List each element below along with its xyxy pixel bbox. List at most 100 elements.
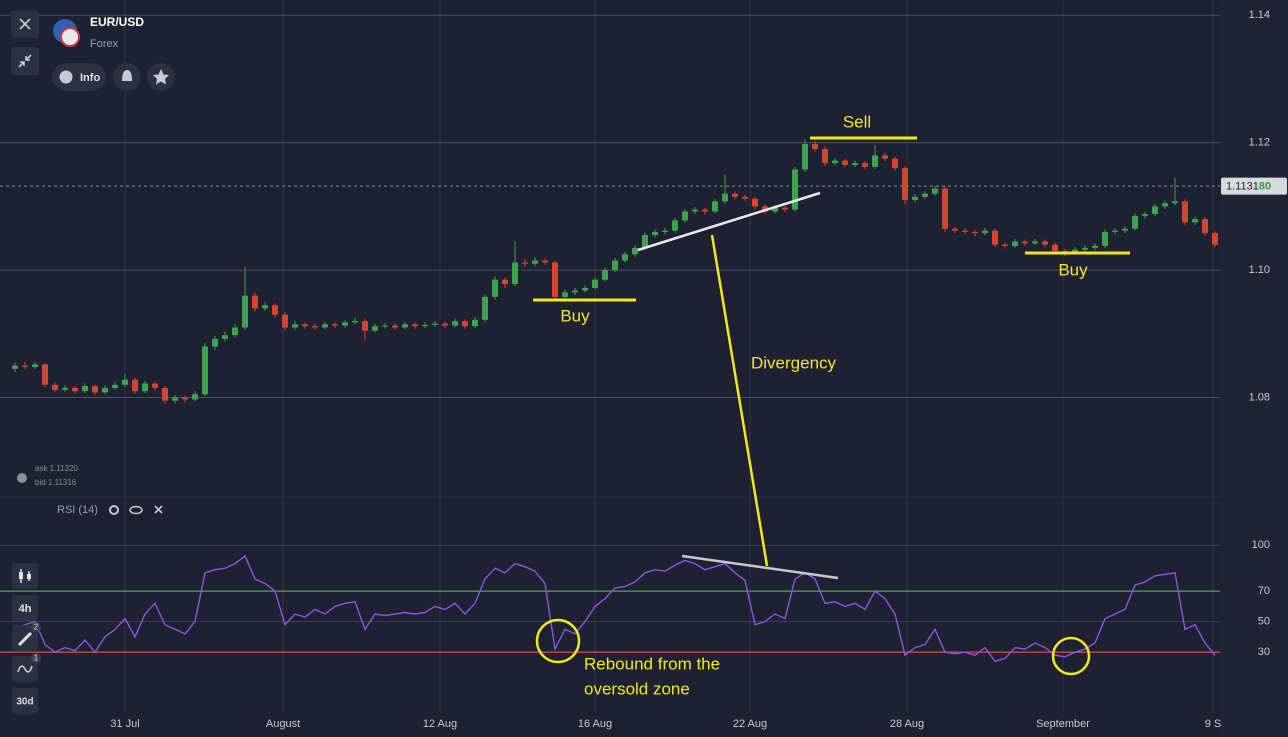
timeframe-button[interactable] xyxy=(12,595,38,621)
info-icon xyxy=(59,70,73,84)
candle-body xyxy=(262,305,268,309)
candle-body xyxy=(1112,230,1118,232)
x-tick-label: 22 Aug xyxy=(733,718,767,730)
candle-body xyxy=(422,324,428,327)
candle-body xyxy=(162,387,168,401)
annotation: Divergency xyxy=(751,353,837,372)
candle-body xyxy=(772,207,778,212)
y-tick-label: 1.10 xyxy=(1249,264,1270,276)
candle-body xyxy=(742,196,748,199)
annotations: Buy Sell Buy Divergency Rebound from the… xyxy=(533,112,1130,698)
candle-body xyxy=(962,230,968,232)
star-icon xyxy=(153,69,169,85)
candle-body xyxy=(22,365,28,367)
candle-body xyxy=(602,270,608,280)
market: Forex xyxy=(90,38,119,50)
candle-body xyxy=(552,262,558,297)
candle-body xyxy=(82,386,88,392)
price-scale xyxy=(1220,0,1288,737)
trend-line xyxy=(681,554,839,580)
candle-body xyxy=(622,254,628,261)
candle-body xyxy=(222,335,228,339)
candle-icon xyxy=(19,572,23,579)
candle-body xyxy=(432,323,438,325)
candle-body xyxy=(672,220,678,231)
indicator-title: RSI (14) xyxy=(57,504,98,516)
flag-us xyxy=(60,27,80,47)
candle-body xyxy=(152,383,158,388)
period-button[interactable] xyxy=(12,688,38,714)
candle-body xyxy=(732,193,738,197)
candle-body xyxy=(1012,241,1018,246)
candle-body xyxy=(922,193,928,197)
candle-body xyxy=(982,230,988,234)
candle-body xyxy=(832,160,838,164)
candle-body xyxy=(872,155,878,167)
candle-body xyxy=(642,235,648,248)
candle-body xyxy=(1192,219,1198,223)
info-label: Info xyxy=(80,72,100,84)
annotation: Buy xyxy=(560,306,590,325)
candle-body xyxy=(532,260,538,264)
x-tick-label: 31 Jul xyxy=(110,718,139,730)
candle-body xyxy=(582,287,588,291)
candle-body xyxy=(812,143,818,150)
candle-body xyxy=(452,321,458,326)
candle-body xyxy=(722,193,728,202)
candle-body xyxy=(62,387,68,390)
x-tick-label: August xyxy=(266,718,300,730)
highlight-circle xyxy=(1051,636,1091,676)
remove-indicator[interactable] xyxy=(154,505,163,514)
candle-body xyxy=(72,387,78,392)
y-tick-label: 50 xyxy=(1258,616,1270,628)
candle-body xyxy=(232,327,238,336)
close-icon xyxy=(19,18,31,30)
help-icon xyxy=(17,473,27,483)
candle-body xyxy=(472,319,478,327)
candle-body xyxy=(682,211,688,221)
candle-body xyxy=(32,364,38,367)
settings-icon[interactable] xyxy=(109,505,119,515)
candle-body xyxy=(792,169,798,210)
candle-body xyxy=(952,228,958,231)
candle-body xyxy=(412,324,418,327)
collapse-icon xyxy=(18,54,32,68)
annotation: Rebound from the xyxy=(584,654,720,673)
candle-body xyxy=(942,188,948,229)
trend-line xyxy=(637,191,821,252)
bid-price: bid 1.11316 xyxy=(35,478,77,487)
symbol: EUR/USD xyxy=(90,15,144,29)
candle-body xyxy=(172,397,178,401)
collapse-button[interactable] xyxy=(11,47,39,75)
x-tick-label: 28 Aug xyxy=(890,718,924,730)
candle-body xyxy=(332,324,338,326)
annotation: Buy xyxy=(1058,260,1088,279)
candle-body xyxy=(212,338,218,347)
candle-body xyxy=(1082,247,1088,250)
candle-body xyxy=(482,296,488,320)
candle-body xyxy=(362,321,368,331)
candle-body xyxy=(1042,241,1048,245)
candle-body xyxy=(1072,249,1078,253)
annotation: oversold zone xyxy=(584,679,690,698)
info-button[interactable] xyxy=(52,63,106,91)
candle-body xyxy=(402,324,408,328)
candle-body xyxy=(272,305,278,315)
x-tick-label: 16 Aug xyxy=(578,718,612,730)
candle-body xyxy=(282,314,288,328)
x-tick-label: 12 Aug xyxy=(423,718,457,730)
candle-body xyxy=(1182,201,1188,223)
y-tick-label: 30 xyxy=(1258,646,1270,658)
candle-body xyxy=(712,201,718,212)
candle-body xyxy=(572,290,578,293)
candle-body xyxy=(882,155,888,159)
candle-body xyxy=(1092,245,1098,248)
candle-body xyxy=(1142,214,1148,216)
chart-type-button[interactable] xyxy=(12,563,38,589)
candle-body xyxy=(462,321,468,327)
wave-icon xyxy=(17,665,33,673)
visibility-icon[interactable] xyxy=(129,505,143,515)
candle-body xyxy=(912,196,918,201)
